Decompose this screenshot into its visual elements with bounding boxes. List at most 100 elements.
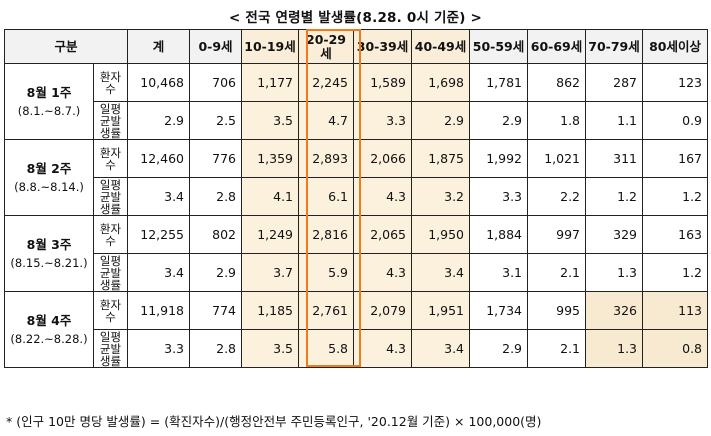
header-age-80-plus: 80세이상: [642, 29, 709, 64]
week-label: 8월 3주: [26, 236, 72, 252]
rate-cell: 1.2: [585, 177, 644, 216]
cases-cell: 2,065: [353, 215, 413, 254]
rate-cell: 2.8: [189, 329, 243, 368]
cases-cell: 287: [585, 63, 644, 102]
cases-cell: 995: [527, 291, 587, 330]
cases-cell: 167: [642, 139, 709, 178]
metric-cases-label: 환자수: [92, 63, 129, 102]
rate-cell: 3.5: [241, 101, 300, 140]
cases-cell: 1,177: [241, 63, 300, 102]
week-label-cell: 8월 2주 (8.8.~8.14.): [4, 139, 94, 216]
rate-cell: 1.2: [642, 253, 709, 292]
cases-cell: 311: [585, 139, 644, 178]
week-range: (8.8.~8.14.): [14, 179, 84, 194]
header-age-20-29: 20-29세: [298, 29, 355, 64]
week-label: 8월 1주: [26, 84, 72, 100]
rate-cell: 5.8: [298, 329, 355, 368]
rate-cell: 2.9: [127, 101, 191, 140]
rate-cell: 4.3: [353, 329, 413, 368]
metric-cases-label: 환자수: [92, 139, 129, 178]
header-age-50-59: 50-59세: [469, 29, 529, 64]
metric-rate-label: 일평균발생률: [92, 177, 129, 216]
cases-cell: 706: [189, 63, 243, 102]
header-total: 계: [127, 29, 191, 64]
cases-cell: 1,359: [241, 139, 300, 178]
header-age-30-39: 30-39세: [353, 29, 413, 64]
rate-cell: 2.2: [527, 177, 587, 216]
table-title: < 전국 연령별 발생률(8.28. 0시 기준) >: [228, 10, 482, 26]
rate-cell: 3.4: [411, 253, 471, 292]
table-row: 8월 3주 (8.15.~8.21.) 환자수 12,255 802 1,249 2,816…: [4, 215, 709, 292]
rate-cell: 1.8: [527, 101, 587, 140]
header-age-40-49: 40-49세: [411, 29, 471, 64]
week-label-cell: 8월 1주 (8.1.~8.7.): [4, 63, 94, 140]
metric-rate-label: 일평균발생률: [92, 253, 129, 292]
cases-cell: 1,875: [411, 139, 471, 178]
metric-rate-label: 일평균발생률: [92, 101, 129, 140]
cases-cell: 776: [189, 139, 243, 178]
rate-cell: 2.1: [527, 253, 587, 292]
cases-cell: 1,021: [527, 139, 587, 178]
metric-cases-label: 환자수: [92, 215, 129, 254]
cases-cell: 11,918: [127, 291, 191, 330]
rate-cell: 4.7: [298, 101, 355, 140]
table-body: 8월 1주 (8.1.~8.7.) 환자수 10,468 706 1,177 2,245 1,…: [4, 63, 709, 368]
week-label: 8월 4주: [26, 312, 72, 328]
rate-cell: 4.3: [353, 253, 413, 292]
week-label-cell: 8월 4주 (8.22.~8.28.): [4, 291, 94, 368]
cases-cell: 326: [585, 291, 644, 330]
header-age-60-69: 60-69세: [527, 29, 587, 64]
cases-cell: 12,255: [127, 215, 191, 254]
rate-cell: 6.1: [298, 177, 355, 216]
rate-cell: 0.8: [642, 329, 709, 368]
footnote: * (인구 10만 명당 발생률) = (확진자수)/(행정안전부 주민등록인구…: [6, 414, 542, 429]
header-age-70-79: 70-79세: [585, 29, 644, 64]
table-row: 일평균발생률 2.9 2.5 3.5 4.7 3.3 2.9 2.9 1.8 1.1 0.9: [5, 101, 709, 140]
cases-cell: 1,734: [469, 291, 529, 330]
cases-cell: 1,249: [241, 215, 300, 254]
cases-cell: 123: [642, 63, 709, 102]
cases-cell: 113: [642, 291, 709, 330]
cases-cell: 2,761: [298, 291, 355, 330]
rate-cell: 1.3: [585, 329, 644, 368]
rate-cell: 2.9: [411, 101, 471, 140]
rate-cell: 4.1: [241, 177, 300, 216]
cases-cell: 997: [527, 215, 587, 254]
week-label: 8월 2주: [26, 160, 72, 176]
cases-cell: 2,893: [298, 139, 355, 178]
cases-cell: 2,816: [298, 215, 355, 254]
table-row: 8월 2주 (8.8.~8.14.) 환자수 12,460 776 1,359 2,893 2…: [4, 139, 709, 216]
rate-cell: 3.2: [411, 177, 471, 216]
cases-cell: 1,698: [411, 63, 471, 102]
rate-cell: 3.3: [127, 329, 191, 368]
week-label-cell: 8월 3주 (8.15.~8.21.): [4, 215, 94, 292]
metric-rate-label: 일평균발생률: [92, 329, 129, 368]
cases-cell: 1,185: [241, 291, 300, 330]
cases-cell: 1,992: [469, 139, 529, 178]
week-range: (8.15.~8.21.): [10, 255, 88, 270]
table-row: 8월 4주 (8.22.~8.28.) 환자수 11,918 774 1,185 2,761…: [4, 291, 709, 368]
rate-cell: 2.9: [469, 329, 529, 368]
rate-cell: 3.5: [241, 329, 300, 368]
rate-cell: 3.3: [469, 177, 529, 216]
rate-cell: 0.9: [642, 101, 709, 140]
cases-cell: 1,589: [353, 63, 413, 102]
cases-cell: 1,884: [469, 215, 529, 254]
rate-cell: 3.1: [469, 253, 529, 292]
week-range: (8.22.~8.28.): [10, 331, 88, 346]
table-row: 일평균발생률 3.3 2.8 3.5 5.8 4.3 3.4 2.9 2.1 1.3 0.8: [5, 329, 709, 368]
metric-cases-label: 환자수: [92, 291, 129, 330]
cases-cell: 1,781: [469, 63, 529, 102]
table-row: 일평균발생률 3.4 2.8 4.1 6.1 4.3 3.2 3.3 2.2 1.2 1.2: [5, 177, 709, 216]
rate-cell: 4.3: [353, 177, 413, 216]
cases-cell: 1,950: [411, 215, 471, 254]
table-row: 8월 1주 (8.1.~8.7.) 환자수 10,468 706 1,177 2,245 1,…: [4, 63, 709, 140]
rate-cell: 3.4: [127, 177, 191, 216]
cases-cell: 163: [642, 215, 709, 254]
cases-cell: 1,951: [411, 291, 471, 330]
rate-cell: 2.1: [527, 329, 587, 368]
rate-cell: 3.4: [411, 329, 471, 368]
table-row: 일평균발생률 3.4 2.9 3.7 5.9 4.3 3.4 3.1 2.1 1.3 1.2: [5, 253, 709, 292]
cases-cell: 862: [527, 63, 587, 102]
header-age-0-9: 0-9세: [189, 29, 243, 64]
